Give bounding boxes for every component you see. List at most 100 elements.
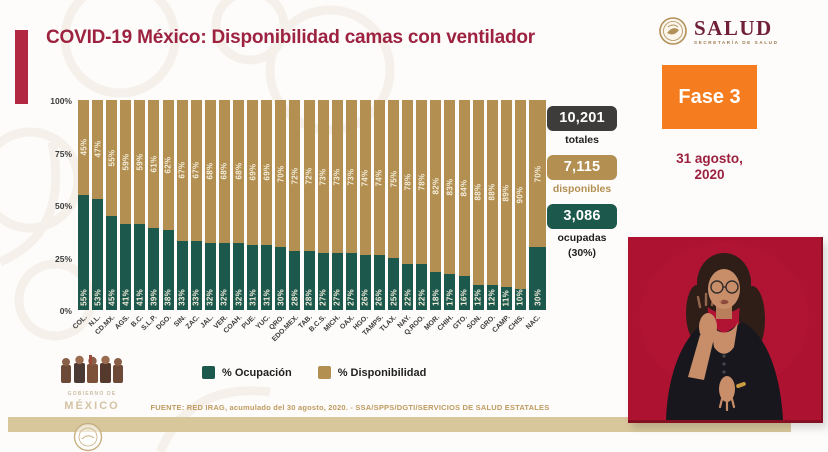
ocupacion-label: 32% (234, 289, 244, 306)
bar-camp: 89% 11% CAMP. (491, 100, 512, 334)
bar-edomex: 72% 28% EDO.MEX. (271, 100, 301, 343)
bar-chis: 90% 10% CHIS. (507, 100, 526, 332)
disponibilidad-label: 73% (332, 168, 342, 186)
bar-zac: 67% 33% ZAC. (185, 100, 202, 331)
disponibilidad-label: 72% (304, 167, 314, 185)
disponibilidad-label: 72% (290, 167, 300, 185)
legend-item-ocupacion: % Ocupación (202, 366, 292, 379)
bars: 45% 55% COL. 47% 53% N.L. 55% 45% CD.MX. 59% 41% AG… (72, 100, 546, 343)
ocupacion-label: 32% (205, 289, 215, 306)
totales-caption: totales (565, 134, 599, 146)
gob-line2: MÉXICO (64, 399, 119, 412)
disponibilidad-swatch-icon (317, 366, 331, 379)
bar-oax: 73% 27% OAX. (339, 100, 357, 331)
bar-coah: 68% 32% COAH. (223, 100, 245, 335)
state-label: GTO. (452, 314, 469, 331)
ocupacion-segment (529, 247, 546, 310)
ocupacion-label: 31% (262, 289, 272, 306)
ocupacion-segment (275, 247, 287, 310)
ocupacion-segment (233, 242, 245, 310)
state-label: COL. (71, 314, 89, 331)
bar-mich: 73% 27% MICH. (323, 100, 343, 333)
fase-badge: Fase 3 (662, 65, 757, 129)
bar-pue: 69% 31% PUE. (241, 100, 259, 331)
ocupacion-segment (190, 240, 202, 310)
disponibilidad-label: 89% (501, 184, 511, 202)
disponibilidad-label: 67% (191, 161, 201, 179)
bar-nay: 78% 22% NAY. (397, 100, 414, 330)
totales-value-badge: 10,201 (547, 106, 617, 131)
bar-qro: 70% 30% QRO. (268, 100, 287, 332)
ocupacion-segment (162, 230, 174, 310)
ocupacion-label: 39% (149, 289, 159, 306)
ocupacion-segment (176, 240, 188, 310)
bar-tamps: 74% 26% TAMPS. (361, 100, 385, 337)
ocupacion-label: 22% (403, 289, 413, 306)
ocupacion-label: 11% (501, 289, 511, 306)
state-label: NAC. (525, 314, 543, 332)
seal-emblem-icon (73, 422, 103, 452)
ocupacion-label: 30% (276, 289, 286, 306)
report-date: 31 agosto, 2020 (660, 151, 759, 183)
ocupacion-label: 26% (360, 289, 370, 306)
ocupacion-segment (345, 253, 357, 310)
ocupadas-value-badge: 3,086 (547, 204, 617, 229)
ocupacion-segment (458, 276, 470, 310)
ocupacion-label: 27% (332, 289, 342, 306)
ocupacion-segment (261, 244, 273, 310)
disponibilidad-label: 70% (276, 165, 286, 182)
glasses-icon (710, 280, 739, 294)
salud-subtitle: SECRETARÍA DE SALUD (694, 39, 779, 45)
ocupacion-segment (78, 194, 89, 310)
ocupacion-label: 12% (473, 289, 483, 306)
disponibilidad-label: 59% (121, 153, 131, 171)
y-tick: 25% (54, 253, 72, 264)
ocupacion-label: 12% (487, 289, 497, 306)
ocupacion-label: 31% (248, 289, 258, 306)
disponibilidad-label: 74% (360, 169, 370, 187)
ocupacion-segment (373, 255, 385, 310)
ocupacion-segment (106, 215, 118, 310)
stat-totales: 10,201 totales (547, 106, 617, 146)
disponibles-value-badge: 7,115 (547, 155, 617, 180)
ocupacion-segment (317, 253, 329, 310)
ocupacion-label: 38% (163, 289, 173, 306)
ocupacion-segment (486, 284, 498, 310)
disponibilidad-label: 67% (177, 161, 187, 179)
disponibilidad-label: 78% (417, 173, 427, 191)
ocupacion-segment (134, 223, 146, 310)
disponibilidad-label: 59% (135, 153, 145, 171)
state-label: ZAC. (184, 314, 202, 331)
ocupacion-segment (92, 198, 104, 310)
ocupadas-caption: ocupadas (557, 232, 607, 244)
disponibles-caption: disponibles (552, 183, 612, 195)
ocupadas-percent-caption: (30%) (567, 247, 596, 259)
disponibilidad-label: 62% (163, 156, 173, 174)
ocupacion-segment (289, 251, 301, 310)
stats-column: 10,201 totales 7,115 disponibles 3,086 o… (547, 106, 617, 268)
y-tick: 100% (50, 96, 72, 106)
disponibilidad-label: 88% (473, 183, 483, 201)
bar-yuc: 69% 31% YUC. (255, 100, 273, 331)
bar-hgo: 74% 26% HGO. (353, 100, 371, 332)
ocupacion-label: 33% (191, 289, 201, 306)
disponibilidad-label: 82% (431, 177, 441, 195)
ocupacion-segment (218, 242, 230, 310)
bar-sin: 67% 33% SIN. (173, 100, 188, 329)
bar-ver: 68% 32% VER. (213, 100, 230, 331)
historical-figures-icon (61, 355, 123, 383)
stat-disponibles: 7,115 disponibles (547, 155, 617, 195)
ocupacion-segment (247, 244, 259, 310)
ocupacion-segment (472, 284, 484, 310)
state-label: DGO. (155, 314, 174, 332)
bar-mor: 82% 18% MOR. (423, 100, 442, 332)
ocupacion-label: 41% (135, 289, 145, 306)
ocupacion-label: 55% (79, 289, 88, 306)
disponibilidad-label: 55% (107, 149, 117, 167)
ocupacion-label: 18% (431, 289, 441, 306)
bar-dgo: 62% 38% DGO. (155, 100, 174, 332)
bar-bcs: 73% 27% B.C.S. (309, 100, 329, 334)
stat-ocupadas: 3,086 ocupadas (30%) (547, 204, 617, 259)
salud-logo: SALUD SECRETARÍA DE SALUD (658, 16, 779, 46)
